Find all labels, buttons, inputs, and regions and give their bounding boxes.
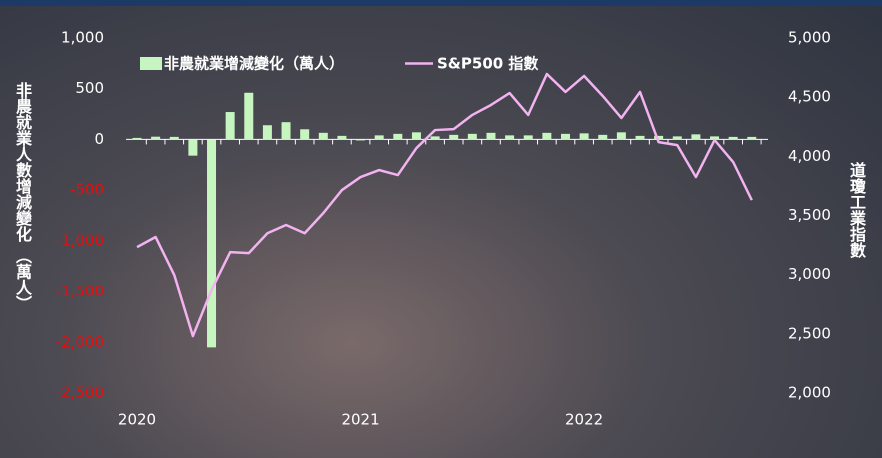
bar bbox=[505, 135, 515, 140]
y-axis-title: 非農就業人數增減變化 （萬人） bbox=[13, 82, 32, 312]
y2-tick-label: 4,000 bbox=[788, 147, 831, 165]
bar bbox=[523, 135, 533, 140]
legend-swatch bbox=[140, 57, 162, 70]
bar bbox=[579, 133, 589, 140]
bar bbox=[691, 134, 701, 140]
bar bbox=[225, 112, 235, 140]
y2-tick-label: 3,000 bbox=[788, 265, 831, 283]
x-tick-label: 2020 bbox=[118, 411, 156, 429]
bar bbox=[393, 133, 403, 140]
y-tick-label: 500 bbox=[75, 79, 104, 97]
bar bbox=[430, 136, 440, 140]
bar bbox=[356, 139, 366, 141]
bar bbox=[132, 137, 142, 140]
bar bbox=[747, 136, 757, 140]
legend-label: S&P500 指數 bbox=[437, 55, 538, 73]
bar bbox=[318, 132, 328, 140]
y2-tick-label: 2,000 bbox=[788, 384, 831, 402]
bar bbox=[300, 129, 310, 140]
y2-tick-label: 4,500 bbox=[788, 88, 831, 106]
bar bbox=[616, 132, 626, 140]
bar bbox=[449, 134, 459, 140]
bar bbox=[244, 92, 254, 140]
bar bbox=[635, 135, 645, 140]
x-tick-label: 2022 bbox=[565, 411, 603, 429]
bar bbox=[654, 135, 664, 140]
y-tick-label: -500 bbox=[70, 181, 104, 199]
bar bbox=[598, 134, 608, 140]
top-strip bbox=[0, 0, 882, 6]
y2-tick-label: 5,000 bbox=[788, 29, 831, 47]
bar bbox=[710, 136, 720, 140]
y-tick-label: -1,000 bbox=[56, 231, 104, 249]
bar bbox=[281, 122, 291, 140]
bar bbox=[262, 125, 272, 140]
bar bbox=[151, 136, 161, 140]
bar bbox=[411, 132, 421, 140]
y-tick-label: -2,500 bbox=[56, 384, 104, 402]
y-tick-label: -2,000 bbox=[56, 333, 104, 351]
bar bbox=[560, 133, 570, 140]
y-tick-label: 0 bbox=[94, 130, 104, 148]
bar bbox=[207, 139, 217, 348]
bar bbox=[188, 139, 198, 156]
x-tick-label: 2021 bbox=[341, 411, 379, 429]
y-tick-label: 1,000 bbox=[61, 29, 104, 47]
bar bbox=[672, 136, 682, 140]
bar bbox=[542, 132, 552, 140]
bar bbox=[728, 136, 738, 140]
bar bbox=[169, 136, 179, 140]
y2-tick-label: 3,500 bbox=[788, 206, 831, 224]
bar bbox=[467, 133, 477, 140]
bar bbox=[486, 132, 496, 140]
y2-axis-title: 道瓊工業指數 bbox=[847, 162, 866, 258]
y2-tick-label: 2,500 bbox=[788, 324, 831, 342]
legend-label: 非農就業增減變化（萬人） bbox=[164, 55, 344, 73]
line bbox=[136, 72, 753, 338]
y-tick-label: -1,500 bbox=[56, 282, 104, 300]
bar bbox=[337, 135, 347, 140]
bar bbox=[374, 135, 384, 140]
